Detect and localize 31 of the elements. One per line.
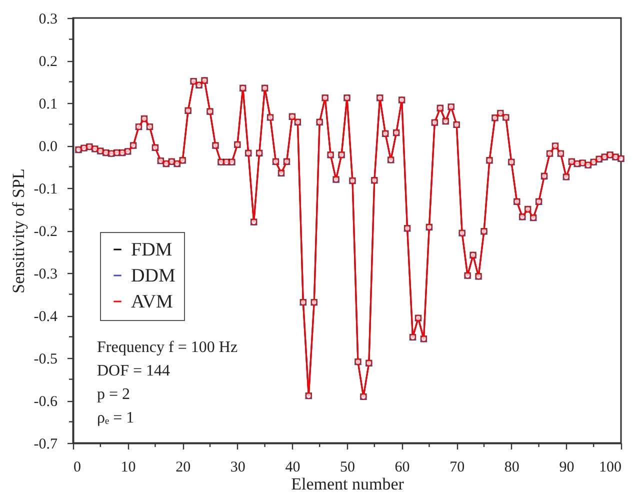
y-tick-label: -0.1 — [34, 182, 58, 198]
annotation: DOF = 144 — [97, 362, 170, 380]
legend-label: DDM — [131, 266, 176, 286]
x-tick-label: 60 — [394, 460, 410, 476]
y-tick-label: 0.2 — [38, 54, 58, 70]
legend-label: AVM — [131, 292, 173, 312]
x-tick-label: 100 — [599, 460, 622, 476]
x-tick-label: 30 — [230, 460, 246, 476]
x-tick-label: 50 — [340, 460, 355, 476]
y-tick-label: 0.0 — [38, 139, 58, 155]
y-axis-title: Sensitivity of SPL — [8, 168, 28, 294]
annotation: ρₑ = 1 — [97, 410, 134, 426]
x-tick-label: 0 — [74, 460, 81, 476]
y-tick-label: -0.7 — [34, 436, 58, 452]
x-tick-label: 70 — [450, 460, 465, 476]
y-tick-label: -0.6 — [34, 394, 58, 410]
y-tick-label: -0.4 — [34, 309, 58, 325]
y-tick-label: 0.1 — [38, 96, 58, 112]
y-tick-label: -0.3 — [34, 266, 58, 282]
legend-label: FDM — [131, 240, 172, 260]
y-tick-label: -0.2 — [34, 224, 58, 240]
x-tick-label: 90 — [559, 460, 574, 476]
x-tick-label: 10 — [120, 460, 136, 476]
x-axis-title: Element number — [291, 474, 404, 493]
x-tick-label: 80 — [504, 460, 520, 476]
annotation: Frequency f = 100 Hz — [97, 339, 238, 356]
x-tick-label: 40 — [285, 460, 300, 476]
y-tick-label: 0.3 — [38, 12, 58, 28]
y-tick-label: -0.5 — [34, 352, 58, 368]
x-tick-label: 20 — [176, 460, 191, 476]
annotation: p = 2 — [97, 386, 130, 403]
